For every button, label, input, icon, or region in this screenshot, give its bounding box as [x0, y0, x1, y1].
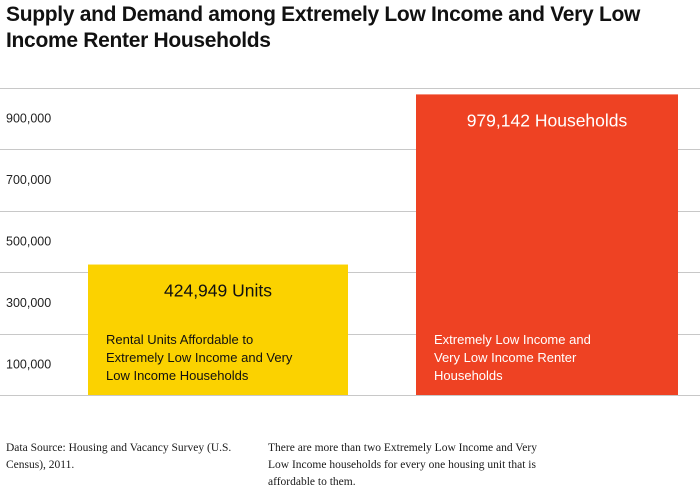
- bar: [88, 264, 348, 395]
- summary-note: There are more than two Extremely Low In…: [268, 442, 537, 488]
- y-tick-label: 100,000: [6, 357, 51, 371]
- data-source-note: Data Source: Housing and Vacancy Survey …: [6, 442, 232, 471]
- bar-value-label: 979,142 Households: [467, 110, 628, 130]
- bar-category-label: Rental Units Affordable to Extremely Low …: [106, 332, 293, 383]
- chart-title: Supply and Demand among Extremely Low In…: [6, 3, 641, 52]
- bar: [416, 94, 678, 395]
- bar-chart: 100,000 300,000 500,000 700,000 900,000 424,…: [0, 88, 700, 396]
- bar-category-label: Extremely Low Income and Very Low Income …: [434, 332, 591, 383]
- bars: 424,949 Units Rental Units Affordable to E…: [88, 94, 678, 395]
- y-axis-tick-labels: 100,000 300,000 500,000 700,000 900,000: [6, 112, 51, 372]
- y-tick-label: 700,000: [6, 173, 51, 187]
- y-tick-label: 500,000: [6, 235, 51, 249]
- y-tick-label: 300,000: [6, 296, 51, 310]
- y-tick-label: 900,000: [6, 112, 51, 126]
- bar-value-label: 424,949 Units: [164, 281, 272, 301]
